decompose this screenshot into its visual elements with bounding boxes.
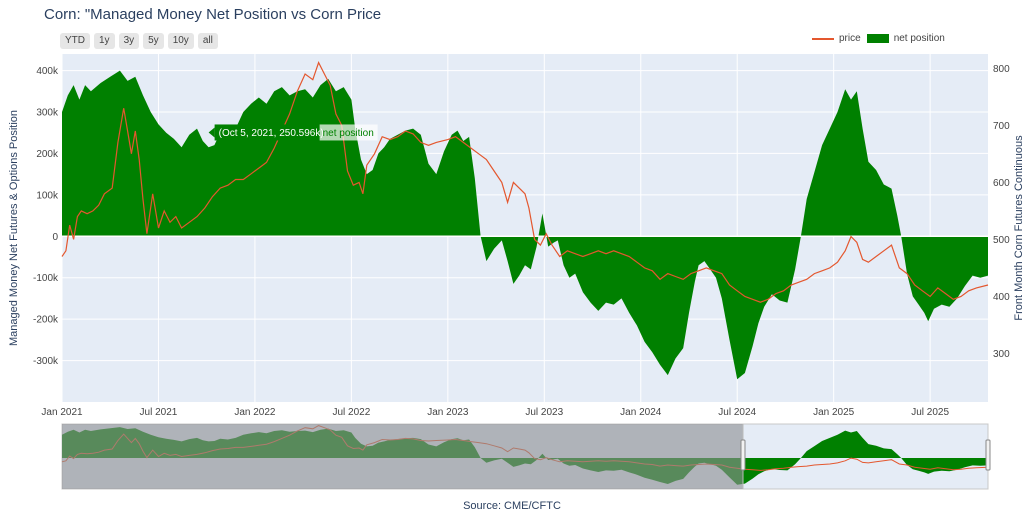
x-tick-label: Jan 2025 — [813, 407, 855, 418]
y-left-tick-label: 400k — [36, 66, 59, 77]
y-left-tick-label: 0 — [52, 232, 58, 243]
range-button-all[interactable]: all — [197, 33, 218, 49]
series-net-position-area — [62, 70, 988, 380]
range-selector: YTD 1y 3y 5y 10y all — [60, 33, 218, 49]
range-button-5y[interactable]: 5y — [143, 33, 164, 49]
legend-label-net-position: net position — [893, 33, 945, 44]
x-tick-label: Jul 2024 — [718, 407, 756, 418]
legend-label-price: price — [839, 33, 861, 44]
range-button-10y[interactable]: 10y — [167, 33, 194, 49]
y-left-tick-label: -200k — [33, 315, 59, 326]
chart-title: Corn: "Managed Money Net Position vs Cor… — [44, 6, 382, 23]
x-tick-label: Jan 2021 — [41, 407, 83, 418]
range-button-3y[interactable]: 3y — [118, 33, 140, 49]
tooltip-box — [214, 124, 320, 141]
x-axis-ticks: Jan 2021 Jul 2021 Jan 2022 Jul 2022 Jan 2023… — [41, 407, 949, 418]
y-left-tick-label: -100k — [33, 273, 59, 284]
x-tick-label: Jul 2025 — [911, 407, 949, 418]
x-tick-label: Jan 2023 — [427, 407, 469, 418]
y-right-axis-title: Front Month Corn Futures Continuous — [1013, 135, 1024, 321]
y-right-tick-label: 400 — [993, 292, 1010, 303]
y-left-axis-title: Managed Money Net Futures & Options Posi… — [8, 110, 20, 346]
range-slider — [61, 423, 991, 490]
legend-swatch-price — [812, 37, 834, 40]
x-tick-label: Jul 2022 — [332, 407, 370, 418]
tooltip-name-box — [319, 124, 378, 141]
series-price-line — [61, 61, 989, 303]
y-right-tick-label: 300 — [993, 349, 1010, 360]
y-left-tick-label: -300k — [33, 356, 59, 367]
x-tick-label: Jan 2022 — [234, 407, 276, 418]
y-left-tick-label: 200k — [36, 149, 59, 160]
x-tick-label: Jan 2024 — [620, 407, 662, 418]
y-left-tick-label: 300k — [36, 108, 59, 119]
y-right-tick-label: 700 — [993, 121, 1010, 132]
x-tick-label: Jul 2021 — [140, 407, 178, 418]
y-right-ticks: 800 700 600 500 400 300 — [993, 64, 1010, 360]
range-button-ytd[interactable]: YTD — [60, 33, 90, 49]
y-left-ticks: 400k 300k 200k 100k 0 -100k -200k -300k — [33, 66, 59, 367]
legend-item-price[interactable]: price — [812, 33, 861, 44]
tooltip-pointer — [208, 127, 215, 138]
hover-tooltip: (Oct 5, 2021, 250.596k)net position — [208, 124, 378, 141]
y-right-tick-label: 800 — [993, 64, 1010, 75]
range-slider-mask — [62, 424, 743, 489]
range-slider-left-handle[interactable] — [740, 439, 746, 471]
source-note: Source: CME/CFTC — [463, 500, 561, 512]
tooltip-series-name: net position — [323, 128, 374, 139]
range-button-1y[interactable]: 1y — [94, 33, 115, 49]
legend: price net position — [812, 33, 945, 44]
y-right-tick-label: 500 — [993, 235, 1010, 246]
x-tick-label: Jul 2023 — [525, 407, 563, 418]
tooltip-text: (Oct 5, 2021, 250.596k) — [219, 128, 324, 139]
y-right-tick-label: 600 — [993, 178, 1010, 189]
legend-swatch-net-position — [866, 34, 889, 43]
legend-item-net-position[interactable]: net position — [866, 33, 945, 44]
range-slider-right-handle[interactable] — [985, 439, 991, 471]
y-left-tick-label: 100k — [36, 190, 59, 201]
